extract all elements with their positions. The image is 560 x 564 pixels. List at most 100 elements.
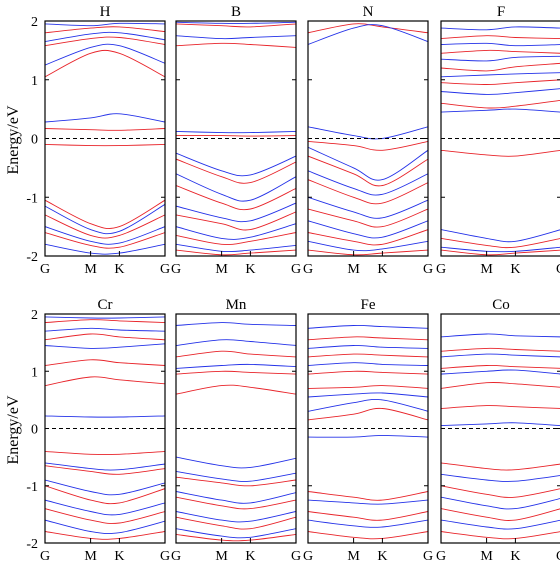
band-spin-up-fe-5 <box>308 491 428 501</box>
band-spin-up-co-6 <box>441 508 560 521</box>
band-spin-up-co-3 <box>441 347 560 352</box>
band-spin-down-n-5 <box>308 220 428 239</box>
band-spin-down-mn-6 <box>176 511 296 523</box>
y-tick-label: 0 <box>31 423 38 438</box>
y-tick-label: -1 <box>26 480 38 495</box>
x-tick-label: K <box>114 262 124 277</box>
x-tick-label: G <box>556 262 560 277</box>
band-spin-down-co-4 <box>441 473 560 482</box>
band-spin-up-b-3 <box>176 158 296 184</box>
row-1: Energy/eV <box>5 105 22 174</box>
x-tick-label: K <box>510 549 520 564</box>
bands-mn <box>176 322 296 542</box>
band-spin-up-mn-2 <box>176 350 296 358</box>
band-spin-down-h-5 <box>45 226 165 245</box>
band-spin-up-fe-3 <box>308 353 428 358</box>
band-spin-up-b-7 <box>176 249 296 256</box>
y-tick-label: 0 <box>31 133 38 148</box>
band-spin-up-h-5 <box>45 199 165 230</box>
band-spin-up-cr-8 <box>45 531 165 540</box>
band-spin-up-b-1 <box>176 42 296 48</box>
panel-title-h: H <box>100 4 111 20</box>
x-tick-label: G <box>303 262 313 277</box>
band-spin-up-fe-7 <box>308 531 428 540</box>
band-spin-up-cr-5 <box>45 319 165 324</box>
x-tick-label: M <box>215 549 228 564</box>
band-spin-down-b-0 <box>176 130 296 134</box>
y-tick-label: 1 <box>31 74 38 89</box>
band-spin-up-n-5 <box>308 229 428 246</box>
band-spin-up-n-6 <box>308 249 428 256</box>
band-spin-up-b-5 <box>176 211 296 231</box>
band-spin-down-f-0 <box>441 108 560 113</box>
band-spin-down-fe-6 <box>308 499 428 505</box>
y-axis-label-row-2: Energy/eV <box>5 395 22 464</box>
band-spin-down-n-0 <box>308 126 428 140</box>
band-spin-down-n-6 <box>308 240 428 252</box>
band-spin-up-f-4 <box>441 49 560 54</box>
band-spin-down-fe-5 <box>308 324 428 329</box>
x-tick-label: K <box>245 549 255 564</box>
band-spin-down-h-0 <box>45 113 165 123</box>
x-tick-label: G <box>291 262 301 277</box>
y-tick-label: 2 <box>31 15 38 30</box>
band-spin-down-f-5 <box>441 26 560 31</box>
band-spin-down-mn-5 <box>176 491 296 504</box>
band-spin-up-b-4 <box>176 185 296 211</box>
panel-title-n: N <box>363 4 374 20</box>
band-spin-down-h-1 <box>45 43 165 66</box>
band-spin-down-mn-3 <box>176 322 296 326</box>
band-spin-up-fe-4 <box>308 336 428 341</box>
band-spin-down-cr-5 <box>45 479 165 496</box>
y-tick-label: 1 <box>31 365 38 380</box>
band-spin-down-h-4 <box>45 203 165 235</box>
band-spin-down-mn-2 <box>176 339 296 346</box>
band-spin-down-n-2 <box>308 146 428 181</box>
band-spin-down-f-1 <box>441 88 560 95</box>
band-spin-down-fe-4 <box>308 345 428 349</box>
band-spin-down-b-3 <box>176 152 296 177</box>
band-spin-up-b-2 <box>176 23 296 28</box>
band-spin-up-co-4 <box>441 462 560 471</box>
band-spin-up-mn-3 <box>176 476 296 487</box>
band-spin-down-b-7 <box>176 243 296 253</box>
band-spin-up-mn-6 <box>176 533 296 542</box>
x-tick-label: M <box>84 262 97 277</box>
band-spin-up-f-0 <box>441 149 560 157</box>
band-spin-down-cr-3 <box>45 327 165 332</box>
panel-title-b: B <box>231 4 241 20</box>
band-spin-up-mn-0 <box>176 384 296 395</box>
bands-co <box>441 333 560 540</box>
panel-title-cr: Cr <box>98 297 113 313</box>
band-spin-up-f-1 <box>441 99 560 109</box>
band-spin-down-f-2 <box>441 72 560 78</box>
x-tick-label: M <box>347 549 360 564</box>
x-tick-label: M <box>84 549 97 564</box>
band-spin-up-h-0 <box>45 143 165 147</box>
band-spin-down-co-3 <box>441 333 560 338</box>
band-spin-up-mn-4 <box>176 496 296 510</box>
band-spin-down-n-3 <box>308 170 428 196</box>
band-spin-down-fe-2 <box>308 392 428 398</box>
x-tick-label: M <box>480 262 493 277</box>
panel-title-co: Co <box>492 297 510 313</box>
x-tick-label: G <box>171 262 181 277</box>
band-spin-down-f-4 <box>441 42 560 47</box>
band-spin-down-cr-6 <box>45 499 165 516</box>
x-tick-label: K <box>377 262 387 277</box>
band-spin-down-cr-2 <box>45 343 165 349</box>
x-tick-label: G <box>436 549 446 564</box>
bands-cr <box>45 316 165 540</box>
band-spin-down-co-1 <box>441 369 560 375</box>
band-spin-up-f-3 <box>441 62 560 72</box>
x-tick-label: K <box>377 549 387 564</box>
x-tick-label: G <box>40 262 50 277</box>
x-tick-label: G <box>436 262 446 277</box>
band-spin-up-cr-2 <box>45 376 165 387</box>
panel-cr: -2 -1 0 1 2 G M K G Cr <box>26 297 170 564</box>
x-tick-label: G <box>171 549 181 564</box>
x-tick-label: M <box>347 262 360 277</box>
x-tick-label: K <box>245 262 255 277</box>
band-spin-down-cr-0 <box>45 415 165 418</box>
band-spin-up-f-6 <box>441 237 560 249</box>
